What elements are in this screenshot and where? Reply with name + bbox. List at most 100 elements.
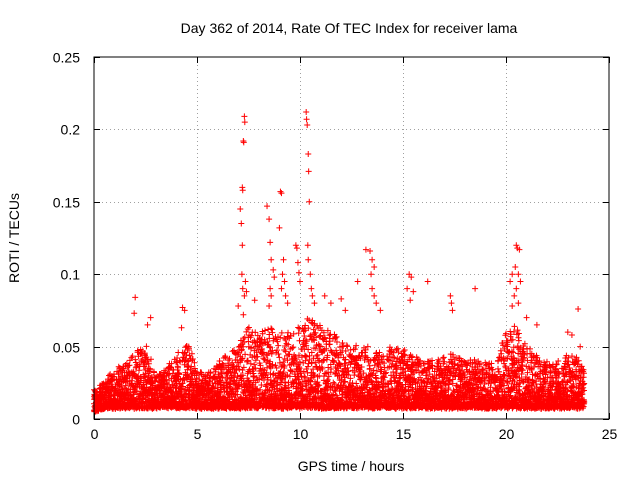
data-point	[248, 332, 255, 339]
data-point	[147, 366, 154, 373]
data-point	[126, 362, 133, 369]
data-point	[166, 364, 173, 371]
data-point	[240, 364, 247, 371]
data-point	[253, 391, 260, 398]
data-point	[216, 357, 223, 364]
data-point	[242, 351, 249, 358]
data-point	[225, 357, 232, 364]
data-point	[189, 356, 196, 363]
data-point	[241, 339, 248, 346]
data-point	[136, 361, 143, 368]
data-point	[226, 355, 233, 362]
data-point	[180, 383, 187, 390]
chart-title: Day 362 of 2014, Rate Of TEC Index for r…	[181, 20, 518, 36]
data-point	[259, 330, 266, 337]
data-point	[183, 358, 190, 365]
data-point	[247, 345, 254, 352]
data-point	[239, 355, 246, 362]
data-point	[269, 347, 276, 354]
data-point	[158, 385, 165, 392]
data-point	[183, 351, 190, 358]
data-point	[239, 367, 246, 374]
data-point	[244, 325, 251, 332]
data-point	[207, 370, 214, 377]
data-point	[272, 362, 279, 369]
data-point	[189, 376, 196, 383]
grid-lines	[94, 57, 609, 419]
data-point	[245, 338, 252, 345]
data-point	[268, 325, 275, 332]
data-point	[243, 328, 250, 335]
data-point	[244, 357, 251, 364]
data-point	[260, 355, 267, 362]
data-point	[254, 385, 261, 392]
data-point	[129, 353, 136, 360]
data-point	[263, 369, 270, 376]
data-point	[126, 357, 133, 364]
scatter-points	[91, 109, 588, 415]
data-point	[268, 350, 275, 357]
data-point	[229, 359, 236, 366]
data-point	[271, 378, 278, 385]
data-point	[141, 373, 148, 380]
data-point	[262, 390, 269, 397]
data-point	[252, 329, 259, 336]
data-point	[134, 388, 141, 395]
data-point	[265, 387, 272, 394]
data-point	[168, 360, 175, 367]
data-point	[235, 363, 242, 370]
data-point	[238, 346, 245, 353]
data-point	[263, 381, 270, 388]
data-point	[268, 326, 275, 333]
data-point	[143, 361, 150, 368]
data-point	[257, 362, 264, 369]
data-point	[151, 369, 158, 376]
data-point	[257, 386, 264, 393]
data-point	[165, 371, 172, 378]
data-point	[136, 367, 143, 374]
data-point	[234, 391, 241, 398]
data-point	[251, 361, 258, 368]
data-point	[262, 327, 269, 334]
data-point	[235, 381, 242, 388]
data-point	[218, 379, 225, 386]
data-point	[243, 383, 250, 390]
data-point	[258, 382, 265, 389]
data-point	[209, 380, 216, 387]
data-point	[144, 357, 151, 364]
data-point	[236, 366, 243, 373]
data-point	[122, 382, 129, 389]
data-point	[191, 359, 198, 366]
data-point	[254, 353, 261, 360]
data-point	[185, 345, 192, 352]
data-point	[148, 356, 155, 363]
data-point	[245, 324, 252, 331]
data-point	[106, 372, 113, 379]
data-point	[175, 370, 182, 377]
data-point	[239, 372, 246, 379]
data-point	[251, 396, 258, 403]
data-point	[191, 365, 198, 372]
data-point	[269, 371, 276, 378]
data-point	[266, 387, 273, 394]
data-point	[180, 375, 187, 382]
data-point	[259, 366, 266, 373]
data-point	[188, 363, 195, 370]
data-point	[163, 380, 170, 387]
data-point	[206, 382, 213, 389]
data-point	[153, 374, 160, 381]
data-point	[173, 381, 180, 388]
data-point	[132, 356, 139, 363]
data-point	[188, 350, 195, 357]
data-point	[269, 329, 276, 336]
data-point	[188, 371, 195, 378]
data-point	[247, 360, 254, 367]
data-point	[174, 364, 181, 371]
data-point	[218, 386, 225, 393]
data-point	[269, 361, 276, 368]
data-point	[267, 344, 274, 351]
data-point	[270, 383, 277, 390]
data-point	[145, 360, 152, 367]
data-point	[240, 343, 247, 350]
